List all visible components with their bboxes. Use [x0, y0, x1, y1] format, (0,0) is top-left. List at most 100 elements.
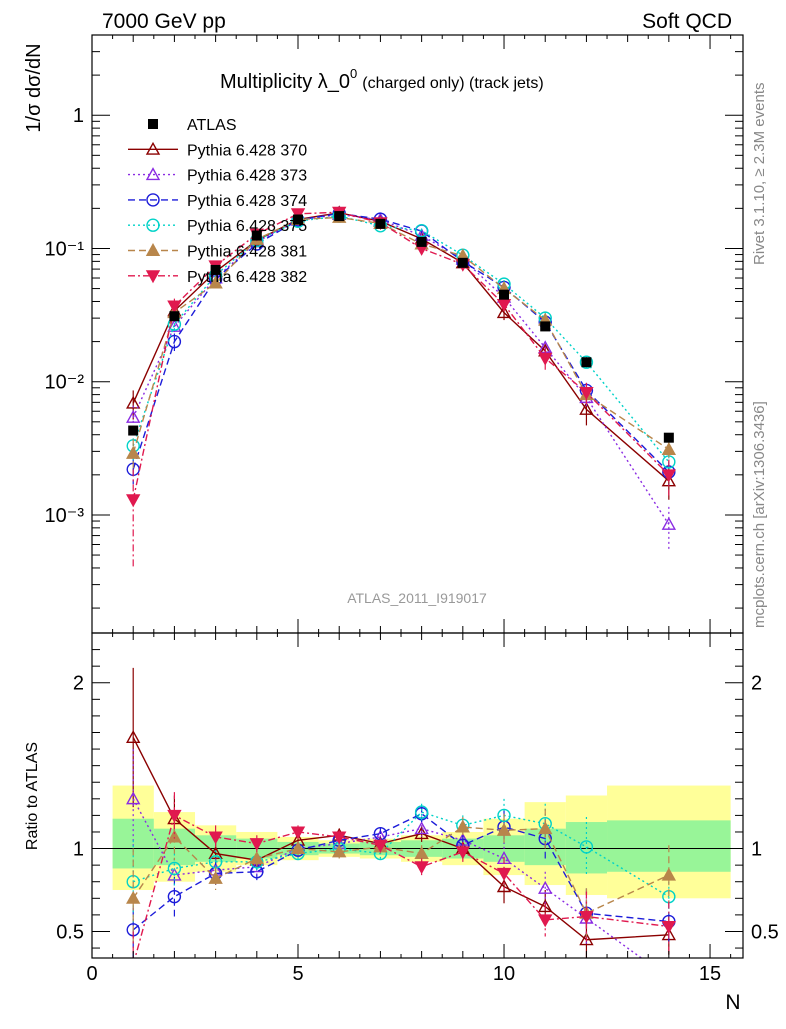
ratio-point-370	[208, 846, 223, 860]
legend-marker-382	[145, 270, 161, 284]
legend-label-381: Pythia 6.428 381	[187, 244, 307, 261]
ratio-point-375	[167, 861, 182, 876]
ratio-point-381	[290, 841, 306, 855]
ratio-y-tick-label-right: 1	[751, 839, 762, 861]
data-point-ATLAS	[334, 211, 345, 222]
ratio-point-382	[208, 831, 223, 845]
chart-title-suffix: (charged only) (track jets)	[362, 75, 543, 92]
ratio-point-370	[126, 730, 141, 743]
ratio-point-382	[290, 826, 306, 840]
data-point-382	[290, 208, 306, 222]
legend-label-373: Pythia 6.428 373	[187, 168, 307, 185]
ratio-point-375	[579, 840, 594, 854]
chart-title-main: Multiplicity λ_0	[220, 71, 350, 93]
ratio-point-382	[249, 838, 264, 852]
axes-frames	[91, 34, 744, 959]
ratio-point-382	[167, 809, 182, 823]
y-tick-label: 1	[73, 105, 84, 127]
legend-marker-375	[146, 218, 160, 232]
ratio-y-tick-label-left: 2	[73, 673, 84, 695]
ratio-point-381	[455, 819, 471, 833]
ratio-point-381	[249, 851, 264, 865]
ratio-point-382	[127, 960, 139, 971]
data-point-381	[661, 442, 677, 455]
ratio-point-374	[167, 889, 182, 904]
data-point-382	[167, 300, 182, 314]
ratio-point-382	[496, 867, 512, 881]
legend-marker-381	[145, 243, 161, 257]
data-point-382	[579, 386, 594, 400]
ratio-plot-series	[126, 667, 677, 971]
legend-label-ATLAS: ATLAS	[187, 117, 237, 134]
legend-label-382: Pythia 6.428 382	[187, 269, 307, 286]
axis-ticks: 0 5 10 15 10⁻³ 10⁻² 10⁻¹ 1 0.5 0.5 1 1 2 2	[45, 34, 779, 985]
data-point-ATLAS	[581, 357, 592, 368]
data-point-370	[579, 401, 594, 415]
data-point-370	[126, 395, 141, 409]
data-point-ATLAS	[457, 257, 468, 268]
legend-marker-ATLAS	[148, 119, 158, 129]
ratio-point-370	[579, 932, 594, 946]
ratio-point-381	[167, 829, 182, 843]
ratio-point-381	[661, 867, 677, 881]
ratio-point-373	[538, 880, 553, 894]
ratio-point-381	[126, 890, 141, 904]
ratio-point-381	[414, 846, 429, 860]
ratio-point-381	[208, 870, 223, 884]
data-point-ATLAS	[375, 218, 386, 229]
ratio-y-tick-label-left: 0.5	[56, 921, 84, 943]
ratio-point-381	[496, 822, 512, 836]
header-left: 7000 GeV pp	[102, 10, 226, 33]
ratio-point-370	[538, 899, 553, 913]
ratio-y-tick-label-right: 0.5	[751, 921, 779, 943]
legend-marker-370	[145, 141, 161, 155]
data-point-ATLAS	[210, 264, 221, 275]
data-point-ATLAS	[663, 432, 674, 443]
data-point-382	[126, 494, 141, 508]
x-tick-label: 5	[292, 963, 303, 985]
x-tick-label: 0	[86, 963, 97, 985]
ratio-point-375	[414, 805, 429, 819]
y-tick-label: 10⁻¹	[45, 238, 85, 260]
data-point-ATLAS	[128, 425, 139, 436]
ratio-ylabel: Ratio to ATLAS	[24, 742, 41, 850]
rivet-label: Rivet 3.1.10, ≥ 2.3M events	[751, 83, 768, 266]
ratio-point-382	[538, 914, 553, 928]
data-point-ATLAS	[499, 289, 510, 300]
mcplots-label: mcplots.cern.ch [arXiv:1306.3436]	[751, 401, 768, 628]
data-point-375	[579, 355, 594, 369]
data-point-ATLAS	[416, 236, 427, 247]
ratio-uncertainty-bands	[92, 785, 743, 899]
ratio-point-382	[332, 831, 347, 845]
ratio-y-tick-label-left: 1	[73, 839, 84, 861]
chart-title: Multiplicity λ_00 (charged only) (track j…	[220, 66, 544, 93]
legend-label-375: Pythia 6.428 375	[187, 218, 307, 235]
legend-marker-373	[145, 167, 161, 181]
data-point-382	[661, 469, 677, 483]
ratio-point-373	[414, 821, 429, 835]
legend-label-370: Pythia 6.428 370	[187, 142, 307, 159]
data-point-373	[167, 318, 182, 332]
ratio-point-375	[208, 855, 223, 869]
y-tick-label: 10⁻³	[45, 505, 85, 527]
y-tick-label: 10⁻²	[45, 372, 85, 394]
ratio-point-382	[579, 911, 594, 924]
ratio-point-373	[126, 791, 141, 805]
ratio-y-tick-label-right: 2	[751, 673, 762, 695]
x-tick-label: 15	[699, 963, 721, 985]
data-point-370	[496, 305, 512, 319]
data-point-373	[661, 516, 677, 530]
data-point-381	[126, 445, 141, 459]
analysis-watermark: ATLAS_2011_I919017	[347, 590, 487, 606]
ratio-point-381	[332, 844, 347, 858]
data-point-381	[208, 275, 223, 289]
data-point-374	[167, 334, 182, 349]
ratio-point-370	[496, 879, 512, 893]
x-tick-label: 10	[493, 963, 515, 985]
ratio-point-374	[373, 826, 388, 841]
data-point-ATLAS	[293, 214, 304, 225]
data-point-373	[126, 409, 141, 423]
legend: ATLAS Pythia 6.428 370 Pythia 6.428 373 Pyt…	[128, 117, 307, 286]
ratio-point-382	[661, 920, 677, 934]
